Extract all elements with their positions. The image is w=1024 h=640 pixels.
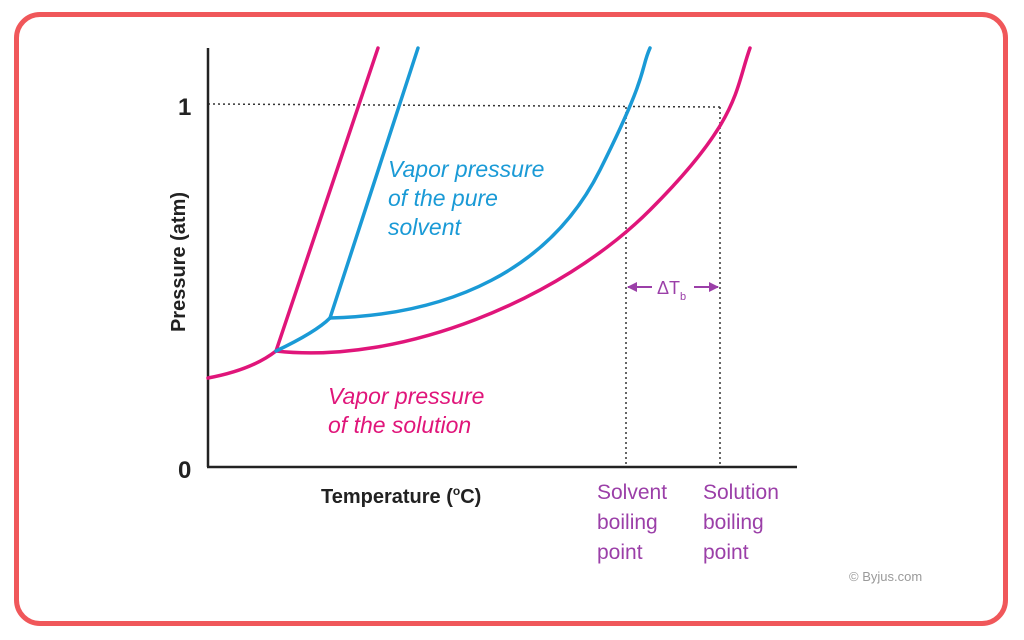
solvent-curve-label: Vapor pressure of the pure solvent xyxy=(388,156,551,240)
solution-boiling-point-label: Solution boiling point xyxy=(703,481,785,564)
watermark: © Byjus.com xyxy=(849,569,922,584)
y-tick-1: 1 xyxy=(178,94,191,121)
solution-sublimation-curve xyxy=(206,349,278,380)
delta-arrow-left-head xyxy=(627,282,637,292)
solution-vapor-pressure-curve xyxy=(274,46,752,355)
diagram-frame xyxy=(14,12,1008,626)
solution-solid-liquid-curve xyxy=(274,46,380,353)
solvent-sublimation-curve xyxy=(274,316,332,353)
delta-t-label: ΔTb xyxy=(657,278,686,303)
solvent-vapor-pressure-curve xyxy=(328,46,652,320)
delta-arrow-right-head xyxy=(709,282,719,292)
solution-curve-label: Vapor pressure of the solution xyxy=(328,383,491,438)
y-tick-0: 0 xyxy=(178,457,191,484)
solvent-solid-liquid-curve xyxy=(328,46,420,320)
x-axis-label: Temperature (oC) xyxy=(321,484,481,508)
pressure-1atm-guide-line xyxy=(207,103,721,108)
solvent-boiling-point-label: Solvent boiling point xyxy=(597,481,673,564)
y-axis-label: Pressure (atm) xyxy=(168,192,190,332)
